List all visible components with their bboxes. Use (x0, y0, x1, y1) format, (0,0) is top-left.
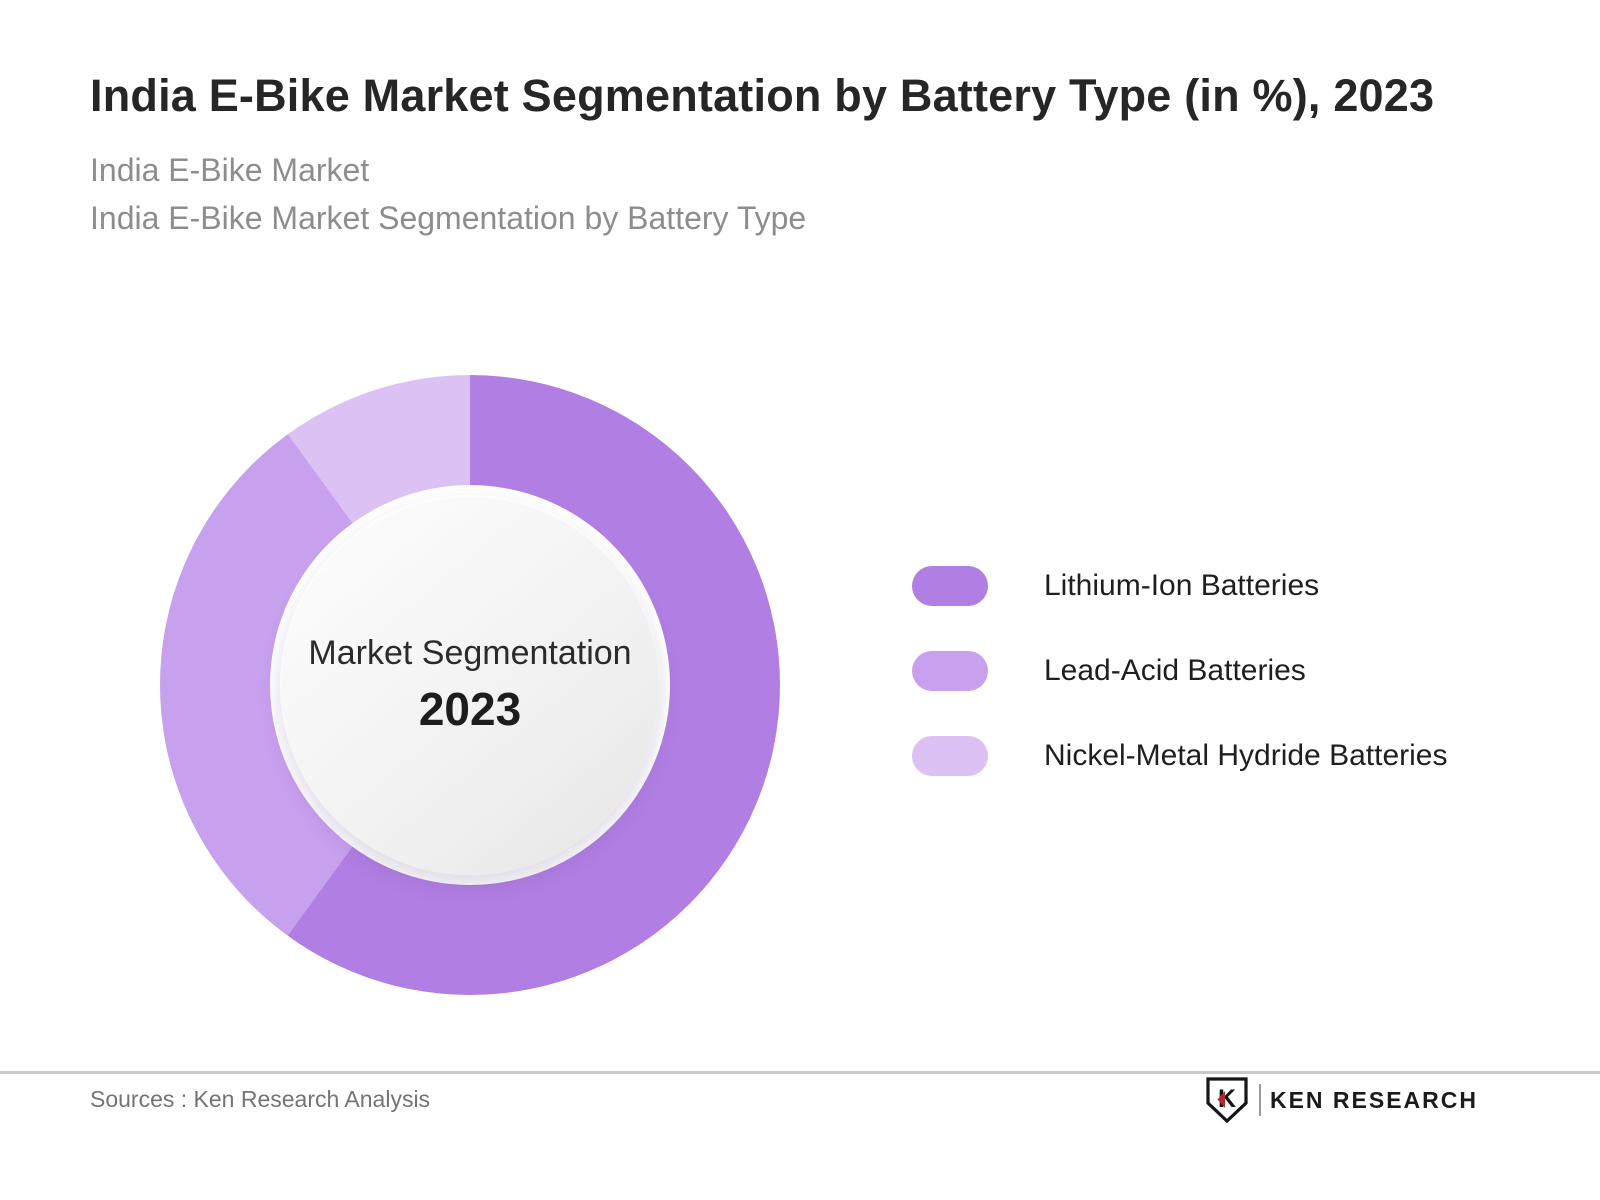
donut-chart: Market Segmentation 2023 (160, 375, 780, 995)
subtitle-line-1: India E-Bike Market (90, 152, 370, 188)
footer-divider (0, 1071, 1600, 1074)
legend-item-lead-acid: Lead-Acid Batteries (912, 651, 1447, 691)
sources-text: Sources : Ken Research Analysis (90, 1086, 431, 1112)
brand-name: KEN RESEARCH (1269, 1086, 1478, 1113)
legend-swatch-lead-acid (912, 651, 988, 691)
legend-swatch-lithium-ion (912, 566, 988, 606)
ken-research-shield-icon: K (1206, 1077, 1248, 1124)
donut-center-disc: Market Segmentation 2023 (280, 495, 660, 875)
subtitle-line-2: India E-Bike Market Segmentation by Batt… (90, 200, 807, 236)
logo-divider (1258, 1084, 1261, 1116)
legend-label: Nickel-Metal Hydride Batteries (1044, 739, 1448, 772)
legend-label: Lithium-Ion Batteries (1044, 569, 1320, 602)
svg-text:K: K (1218, 1085, 1236, 1113)
legend-item-lithium-ion: Lithium-Ion Batteries (912, 566, 1447, 606)
legend-label: Lead-Acid Batteries (1044, 654, 1306, 687)
page-title: India E-Bike Market Segmentation by Batt… (90, 70, 1435, 121)
ken-research-logo: K KEN RESEARCH (1204, 1076, 1478, 1124)
header: India E-Bike Market Segmentation by Batt… (90, 60, 1520, 242)
legend-item-nickel-metal-hydride: Nickel-Metal Hydride Batteries (912, 736, 1447, 776)
subtitle-block: India E-Bike Market India E-Bike Market … (90, 146, 1520, 242)
donut-center-label: Market Segmentation (308, 634, 632, 672)
legend-swatch-nickel-metal-hydride (912, 736, 988, 776)
chart-legend: Lithium-Ion Batteries Lead-Acid Batterie… (912, 566, 1447, 821)
donut-center-year: 2023 (418, 683, 522, 736)
